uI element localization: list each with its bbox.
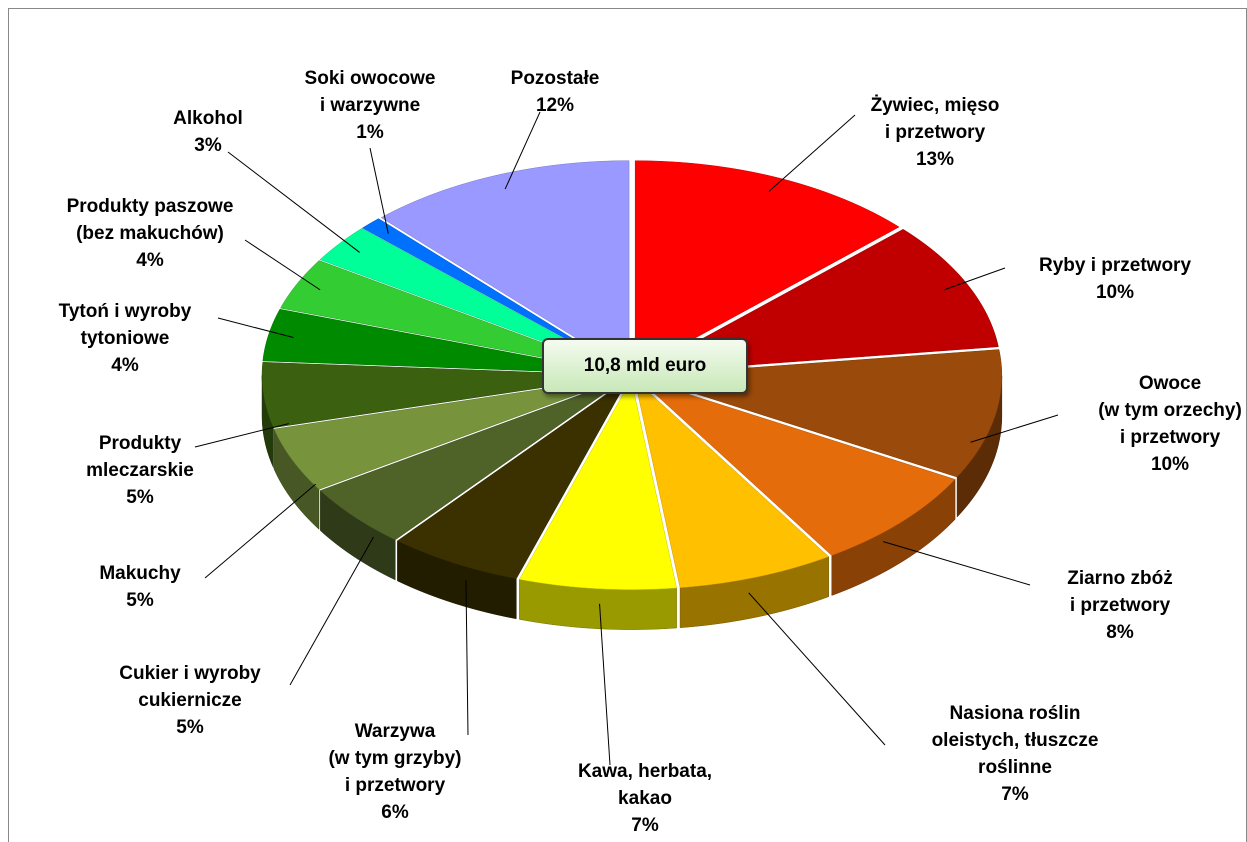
slice-label: Ziarno zbóż i przetwory (1067, 568, 1173, 616)
leader-line (204, 483, 317, 579)
value-label: 5% (126, 487, 154, 508)
value-label: 7% (1001, 784, 1029, 805)
slice-label: Produkty mleczarskie (86, 433, 194, 481)
leader-line (289, 536, 374, 686)
leader-line (217, 317, 294, 339)
slice-label: Ryby i przetwory (1038, 255, 1192, 276)
slice-label: Nasiona roślin oleistych, tłuszcze rośli… (931, 703, 1099, 778)
leader-line (748, 592, 886, 746)
slice (637, 377, 956, 556)
slice-label: Soki owocowe i warzywne (304, 68, 436, 116)
leader-line (465, 579, 469, 736)
slice (634, 160, 900, 372)
value-label: 3% (194, 135, 222, 156)
slice-label: Tytoń i wyroby tytoniowe (58, 301, 192, 349)
slice (280, 260, 625, 374)
leader-line (943, 267, 1006, 291)
slice-label: Produkty paszowe (bez makuchów) (66, 196, 234, 244)
slice-label: Pozostałe (510, 68, 600, 89)
value-label: 7% (631, 815, 659, 836)
value-label: 13% (915, 149, 955, 170)
value-label: 12% (535, 95, 575, 116)
slice-label: Cukier i wyroby cukiernicze (119, 663, 261, 711)
slice-label: Kawa, herbata, kakao (577, 761, 713, 809)
value-label: 5% (176, 717, 204, 738)
leader-line (883, 541, 1031, 586)
slice (634, 378, 830, 588)
leader-line (599, 603, 611, 766)
leader-line (194, 423, 289, 448)
slice-label: Owoce (w tym orzechy) i przetwory (1098, 373, 1242, 448)
slice (319, 377, 627, 541)
slice-label: Żywiec, mięso i przetwory (870, 95, 1000, 143)
slice (273, 376, 625, 490)
value-label: 10% (1150, 454, 1190, 475)
leader-line (244, 239, 321, 291)
slice (361, 218, 627, 372)
center-label: 10,8 mld euro (542, 338, 748, 394)
value-label: 6% (381, 802, 409, 823)
leader-line (227, 151, 360, 253)
value-label: 4% (111, 355, 139, 376)
leader-line (369, 147, 389, 234)
slice (518, 378, 677, 590)
slice (380, 160, 630, 372)
slice (639, 228, 999, 374)
slice-label: Warzywa (w tym grzyby) i przetwory (328, 721, 462, 796)
slice (319, 228, 626, 373)
slice (262, 308, 625, 375)
leader-line (504, 111, 541, 190)
slice-label: Alkohol (173, 108, 243, 129)
slice (396, 378, 629, 580)
leader-line (768, 114, 856, 192)
value-label: 1% (356, 122, 384, 143)
value-label: 5% (126, 590, 154, 611)
value-label: 8% (1106, 622, 1134, 643)
slice (261, 361, 625, 428)
value-label: 10% (1095, 282, 1135, 303)
value-label: 4% (136, 250, 164, 271)
leader-line (970, 414, 1059, 443)
slice-label: Makuchy (99, 563, 181, 584)
